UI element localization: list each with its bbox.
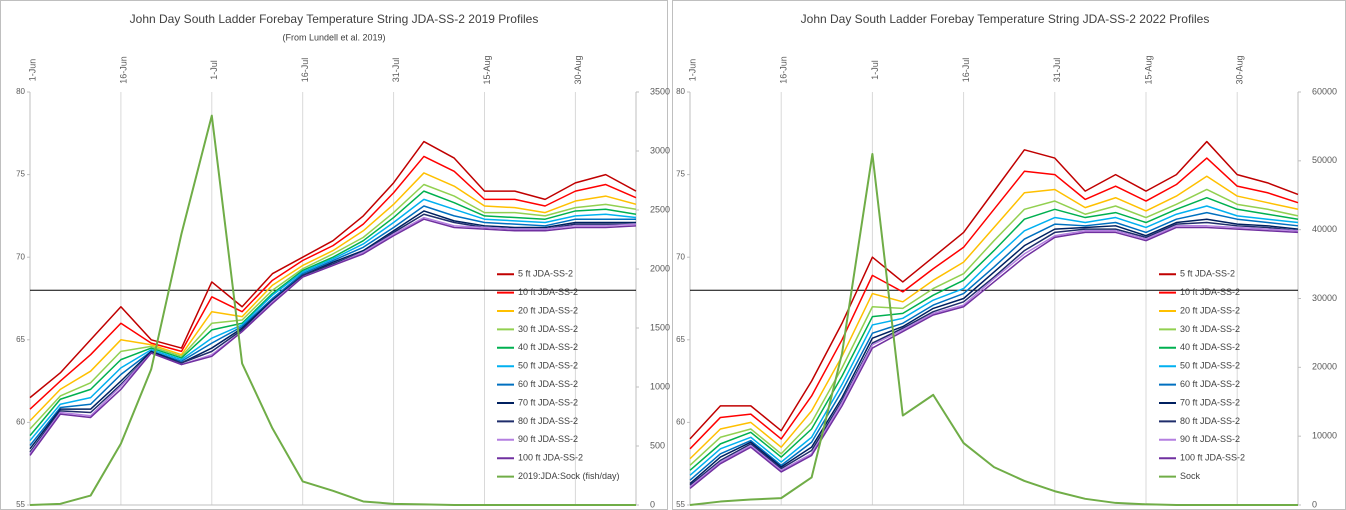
y-tick-label: 60 [676, 418, 685, 427]
series-line [689, 205, 1299, 476]
legend-label: 80 ft JDA-SS-2 [518, 416, 578, 426]
x-tick-label: 1-Jun [27, 59, 37, 82]
x-tick-label: 16-Jun [779, 56, 789, 84]
y-tick-label: 55 [676, 500, 685, 509]
series-line [29, 205, 636, 446]
y2-tick-label: 0 [1312, 499, 1317, 509]
y-tick-label: 65 [676, 335, 685, 344]
chart-title: John Day South Ladder Forebay Temperatur… [130, 12, 539, 26]
legend-label: 10 ft JDA-SS-2 [1180, 287, 1240, 297]
y2-tick-label: 1500 [650, 322, 670, 332]
legend-label: 100 ft JDA-SS-2 [1180, 453, 1245, 463]
x-tick-label: 16-Jul [961, 58, 971, 83]
legend-label: 70 ft JDA-SS-2 [1180, 397, 1240, 407]
legend-label: 50 ft JDA-SS-2 [1180, 361, 1240, 371]
series-line [29, 114, 636, 506]
series-line [689, 152, 1298, 506]
legend-label: 30 ft JDA-SS-2 [518, 324, 578, 334]
chart-subtitle: (From Lundell et al. 2019) [282, 32, 385, 42]
y-tick-label: 60 [16, 418, 25, 427]
y2-tick-label: 2000 [650, 263, 670, 273]
series-line [29, 218, 637, 456]
x-tick-label: 16-Jun [118, 56, 128, 84]
legend-label: 90 ft JDA-SS-2 [518, 434, 578, 444]
series-line [29, 172, 637, 422]
series-line [689, 175, 1299, 460]
legend-label: 5 ft JDA-SS-2 [518, 269, 573, 279]
x-tick-label: 16-Jul [300, 58, 310, 83]
series-line [29, 183, 637, 430]
legend-label: 60 ft JDA-SS-2 [518, 379, 578, 389]
x-tick-label: 1-Jul [209, 60, 219, 80]
y2-tick-label: 10000 [1312, 431, 1337, 441]
series-line [689, 211, 1299, 481]
y2-tick-label: 20000 [1312, 362, 1337, 372]
x-tick-label: 1-Jul [870, 60, 880, 80]
series-line [29, 190, 637, 437]
legend-label: 2019:JDA:Sock (fish/day) [518, 471, 620, 481]
legend-label: 30 ft JDA-SS-2 [1180, 324, 1240, 334]
y2-tick-label: 40000 [1312, 224, 1337, 234]
y-tick-label: 70 [676, 252, 685, 261]
x-tick-label: 30-Aug [1235, 55, 1245, 84]
legend-label: 5 ft JDA-SS-2 [1180, 269, 1235, 279]
series-line [29, 155, 637, 410]
y2-tick-label: 30000 [1312, 293, 1337, 303]
series-line [689, 188, 1299, 466]
legend-label: 20 ft JDA-SS-2 [1180, 305, 1240, 315]
y-tick-label: 65 [16, 335, 25, 344]
series-line [29, 210, 636, 450]
legend-label: 80 ft JDA-SS-2 [1180, 416, 1240, 426]
series-line [689, 157, 1299, 450]
y-tick-label: 80 [676, 87, 685, 96]
series-line [689, 221, 1299, 486]
x-tick-label: 15-Aug [1143, 55, 1153, 84]
x-tick-label: 31-Jul [391, 58, 401, 83]
y2-tick-label: 1000 [650, 381, 670, 391]
y2-tick-label: 3000 [650, 145, 670, 155]
legend-label: 90 ft JDA-SS-2 [1180, 434, 1240, 444]
y2-tick-label: 2500 [650, 204, 670, 214]
y2-tick-label: 0 [650, 499, 655, 509]
series-line [29, 140, 637, 399]
series-line [689, 226, 1299, 490]
x-tick-label: 31-Jul [1052, 58, 1062, 83]
y-tick-label: 75 [676, 170, 685, 179]
x-tick-label: 1-Jun [687, 59, 697, 82]
legend-label: 70 ft JDA-SS-2 [518, 397, 578, 407]
series-line [689, 140, 1299, 440]
panel-frame [0, 0, 668, 510]
series-line [689, 196, 1299, 471]
x-tick-label: 30-Aug [573, 55, 583, 84]
legend-label: 10 ft JDA-SS-2 [518, 287, 578, 297]
legend-label: 100 ft JDA-SS-2 [518, 453, 583, 463]
y-tick-label: 75 [16, 170, 25, 179]
legend-label: 40 ft JDA-SS-2 [1180, 342, 1240, 352]
y2-tick-label: 500 [650, 440, 665, 450]
y-tick-label: 80 [16, 87, 25, 96]
y-tick-label: 70 [16, 252, 25, 261]
legend-label: 60 ft JDA-SS-2 [1180, 379, 1240, 389]
series-line [689, 218, 1299, 485]
y-tick-label: 55 [16, 500, 25, 509]
legend-label: 20 ft JDA-SS-2 [518, 305, 578, 315]
legend-label: Sock [1180, 471, 1201, 481]
y2-tick-label: 50000 [1312, 155, 1337, 165]
series-line [29, 198, 637, 442]
legend-label: 40 ft JDA-SS-2 [518, 342, 578, 352]
chart-title: John Day South Ladder Forebay Temperatur… [801, 12, 1210, 26]
y2-tick-label: 3500 [650, 86, 670, 96]
y2-tick-label: 60000 [1312, 86, 1337, 96]
series-line [689, 225, 1299, 488]
legend-label: 50 ft JDA-SS-2 [518, 361, 578, 371]
x-tick-label: 15-Aug [482, 55, 492, 84]
